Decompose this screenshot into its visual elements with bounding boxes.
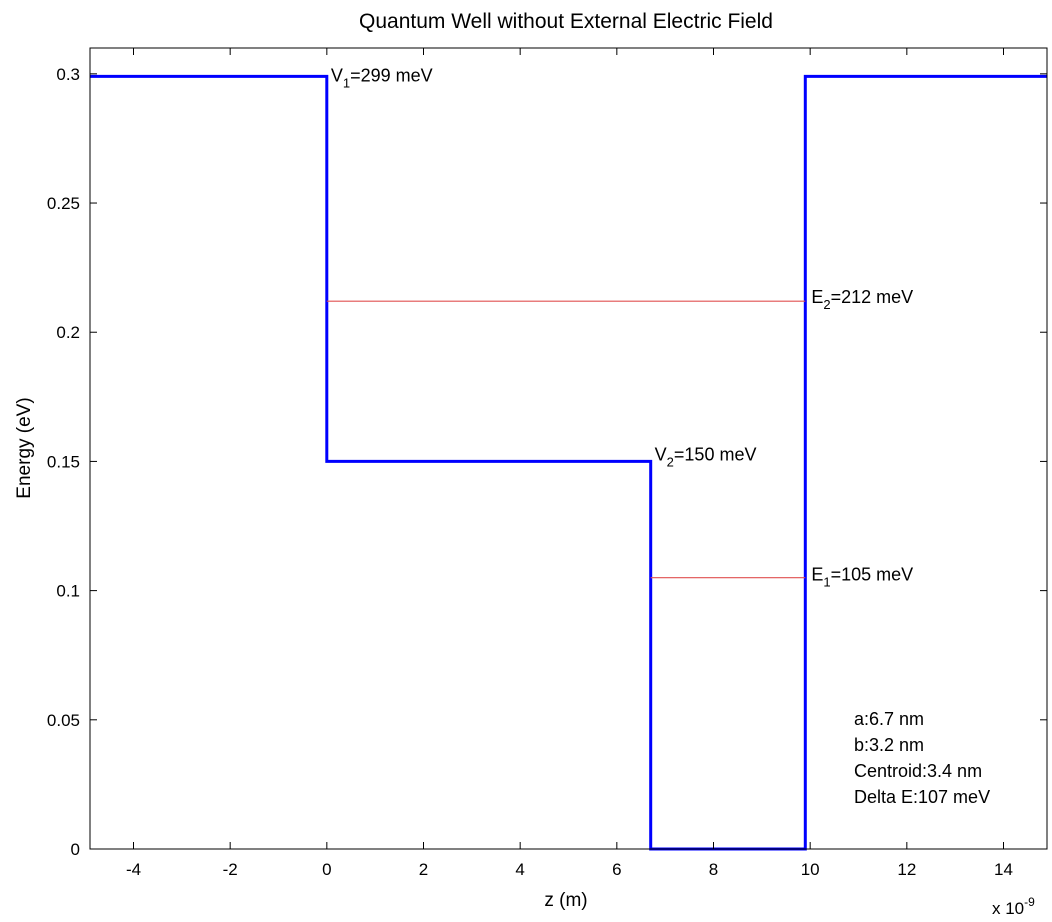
annotation-e2: E2=212 meV — [811, 287, 913, 312]
info-line: Delta E:107 meV — [854, 787, 990, 807]
x-tick-label: 10 — [801, 860, 820, 879]
plot-frame — [89, 47, 1048, 850]
annotation-e1: E1=105 meV — [811, 565, 913, 590]
y-tick-label: 0.3 — [56, 65, 80, 84]
series-line-potential — [90, 74, 1047, 851]
y-tick-label: 0.15 — [47, 452, 80, 471]
x-axis-multiplier-exponent: -9 — [1024, 895, 1035, 909]
info-box: a:6.7 nm b:3.2 nm Centroid:3.4 nm Delta E:1… — [854, 709, 990, 807]
info-line: a:6.7 nm — [854, 709, 924, 729]
annotation-v2-symbol: V — [655, 444, 667, 464]
annotation-v2: V2=150 meV — [655, 444, 757, 469]
x-tick-label: 12 — [897, 860, 916, 879]
x-tick-label: 14 — [994, 860, 1013, 879]
chart-title: Quantum Well without External Electric F… — [359, 10, 773, 33]
x-tick-label: -2 — [223, 860, 238, 879]
y-tick-label: 0.05 — [47, 711, 80, 730]
annotation-e1-symbol: E — [811, 565, 823, 585]
series-layer — [90, 74, 1047, 851]
x-tick-label: -4 — [126, 860, 141, 879]
annotation-v1-value: =299 meV — [350, 65, 433, 85]
annotation-v1: V1=299 meV — [331, 65, 433, 90]
annotation-e1-value: =105 meV — [831, 565, 914, 585]
y-tick-label: 0.1 — [56, 582, 80, 601]
x-tick-label: 6 — [612, 860, 621, 879]
y-tick-label: 0 — [71, 840, 80, 859]
annotation-v2-value: =150 meV — [674, 444, 757, 464]
annotation-v1-symbol: V — [331, 65, 343, 85]
annotation-v1-subscript: 1 — [343, 75, 350, 90]
x-axis-multiplier-base: x 10 — [992, 899, 1024, 918]
x-tick-label: 2 — [419, 860, 428, 879]
x-tick-label: 4 — [515, 860, 524, 879]
annotation-e2-symbol: E — [811, 287, 823, 307]
y-axis-label: Energy (eV) — [14, 397, 35, 498]
info-line: Centroid:3.4 nm — [854, 761, 982, 781]
annotation-e2-value: =212 meV — [831, 287, 914, 307]
annotation-v2-subscript: 2 — [667, 454, 674, 469]
annotation-e1-subscript: 1 — [823, 575, 830, 590]
y-tick-label: 0.2 — [56, 323, 80, 342]
y-tick-label: 0.25 — [47, 194, 80, 213]
x-axis-multiplier: x 10-9 — [992, 895, 1035, 918]
info-line: b:3.2 nm — [854, 735, 924, 755]
x-axis-label: z (m) — [544, 890, 587, 911]
x-tick-label: 8 — [709, 860, 718, 879]
annotation-e2-subscript: 2 — [823, 297, 830, 312]
x-tick-label: 0 — [322, 860, 331, 879]
